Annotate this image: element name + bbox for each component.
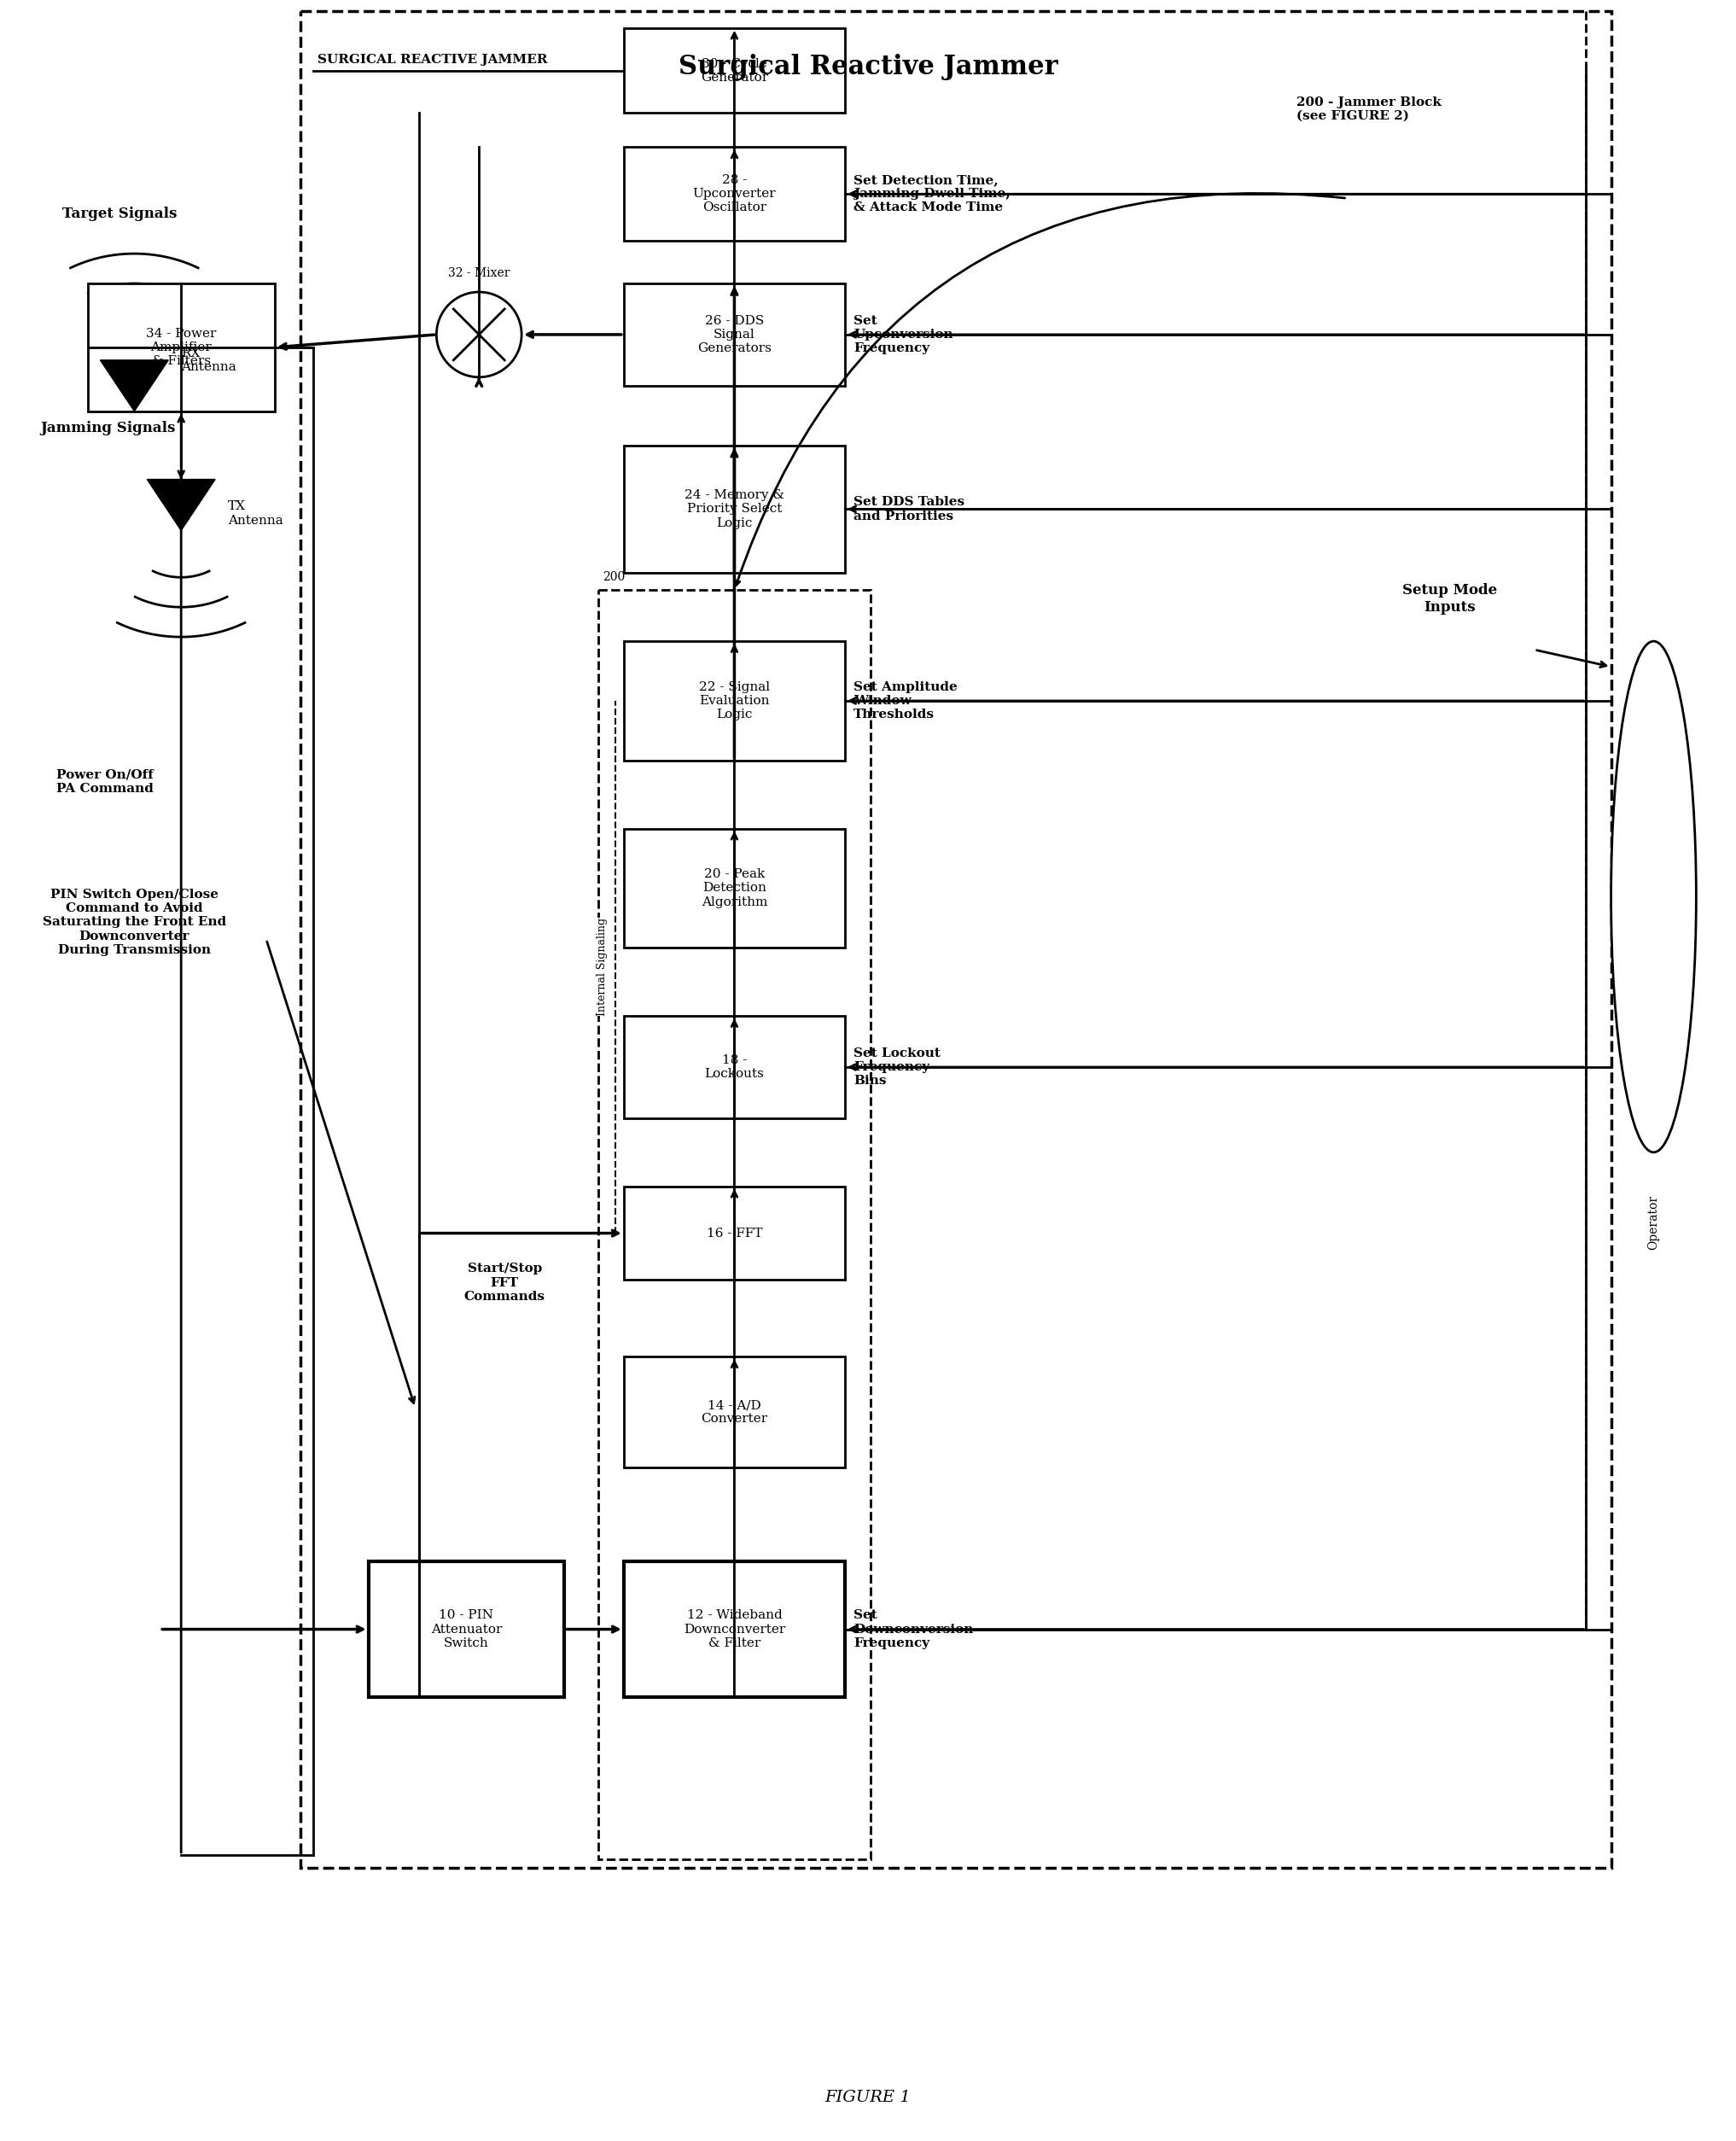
Text: 20 - Peak
Detection
Algorithm: 20 - Peak Detection Algorithm — [701, 869, 767, 908]
Text: 24 - Memory &
Priority Select
Logic: 24 - Memory & Priority Select Logic — [684, 490, 785, 529]
Text: PIN Switch Open/Close
Command to Avoid
Saturating the Front End
Downconverter
Du: PIN Switch Open/Close Command to Avoid S… — [42, 889, 226, 955]
Bar — [623, 148, 845, 242]
Text: Internal Signaling: Internal Signaling — [597, 918, 608, 1015]
Text: Set
Downconversion
Frequency: Set Downconversion Frequency — [854, 1610, 974, 1649]
Text: 26 - DDS
Signal
Generators: 26 - DDS Signal Generators — [698, 315, 771, 355]
Text: 10 - PIN
Attenuator
Switch: 10 - PIN Attenuator Switch — [431, 1610, 502, 1649]
Bar — [599, 591, 870, 1858]
Bar — [623, 640, 845, 760]
Bar — [623, 283, 845, 385]
Text: 200: 200 — [602, 572, 625, 582]
Bar — [368, 1561, 564, 1698]
Polygon shape — [101, 360, 168, 411]
Text: Target Signals: Target Signals — [62, 208, 177, 221]
Text: Jamming Signals: Jamming Signals — [40, 422, 175, 435]
Text: 34 - Power
Amplifier
& Filters: 34 - Power Amplifier & Filters — [146, 328, 217, 366]
Text: 22 - Signal
Evaluation
Logic: 22 - Signal Evaluation Logic — [700, 681, 769, 722]
Text: Set DDS Tables
and Priorities: Set DDS Tables and Priorities — [854, 497, 965, 522]
Text: SURGICAL REACTIVE JAMMER: SURGICAL REACTIVE JAMMER — [318, 54, 547, 66]
Bar — [87, 283, 274, 411]
Text: Set
Upconversion
Frequency: Set Upconversion Frequency — [854, 315, 953, 355]
Text: TX
Antenna: TX Antenna — [227, 501, 283, 527]
Bar — [623, 1561, 845, 1698]
Bar — [623, 1186, 845, 1280]
Text: Set Detection Time,
Jamming Dwell Time,
& Attack Mode Time: Set Detection Time, Jamming Dwell Time, … — [854, 173, 1010, 214]
Bar — [300, 11, 1611, 1867]
Text: 28 -
Upconverter
Oscillator: 28 - Upconverter Oscillator — [693, 173, 776, 214]
Bar — [623, 445, 845, 574]
Text: 12 - Wideband
Downconverter
& Filter: 12 - Wideband Downconverter & Filter — [684, 1610, 785, 1649]
Text: RX
Antenna: RX Antenna — [181, 347, 236, 373]
Text: Power On/Off
PA Command: Power On/Off PA Command — [56, 769, 153, 794]
Text: Setup Mode
Inputs: Setup Mode Inputs — [1403, 582, 1496, 614]
Bar — [623, 1017, 845, 1118]
Circle shape — [436, 291, 521, 377]
Ellipse shape — [1611, 640, 1696, 1152]
Text: Start/Stop
FFT
Commands: Start/Stop FFT Commands — [464, 1263, 545, 1302]
Text: FIGURE 1: FIGURE 1 — [825, 2090, 911, 2105]
Text: 18 -
Lockouts: 18 - Lockouts — [705, 1053, 764, 1079]
Polygon shape — [148, 480, 215, 531]
Text: 14 - A/D
Converter: 14 - A/D Converter — [701, 1400, 767, 1426]
Text: Operator: Operator — [1647, 1195, 1660, 1250]
Bar — [623, 829, 845, 948]
Text: Set Amplitude
Window
Thresholds: Set Amplitude Window Thresholds — [854, 681, 958, 722]
Bar — [623, 1357, 845, 1467]
Bar — [623, 28, 845, 113]
Text: 30 - Cycle
Generator: 30 - Cycle Generator — [701, 58, 767, 83]
Text: 200 - Jammer Block
(see FIGURE 2): 200 - Jammer Block (see FIGURE 2) — [1297, 96, 1441, 122]
Text: 16 - FFT: 16 - FFT — [707, 1227, 762, 1240]
Text: Surgical Reactive Jammer: Surgical Reactive Jammer — [679, 54, 1057, 79]
Text: Set Lockout
Frequency
Bins: Set Lockout Frequency Bins — [854, 1047, 941, 1088]
Text: 32 - Mixer: 32 - Mixer — [448, 268, 510, 278]
